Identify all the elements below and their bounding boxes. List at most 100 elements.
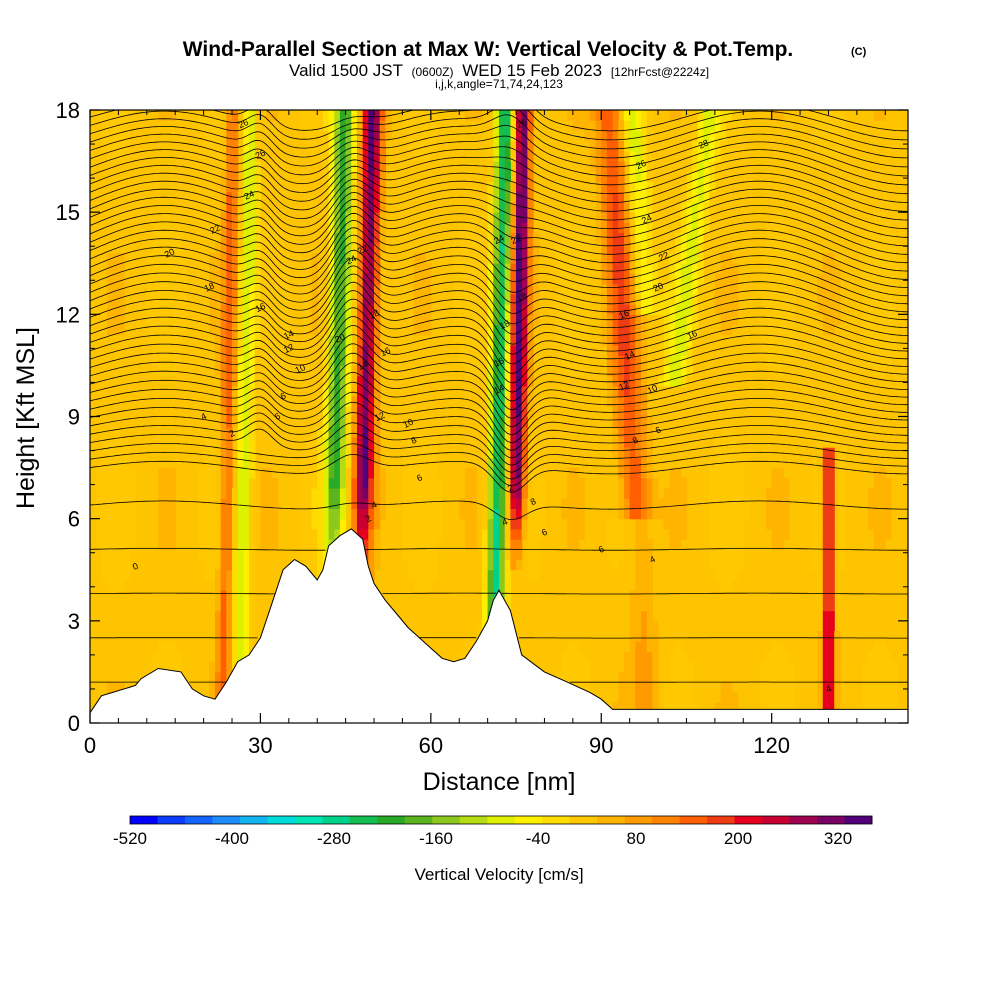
contour-label: 28	[697, 137, 710, 150]
velocity-cell	[680, 283, 688, 295]
colorbar	[129, 815, 873, 825]
velocity-cell	[203, 467, 210, 479]
velocity-cell	[606, 365, 614, 377]
velocity-cell	[606, 212, 614, 223]
velocity-cell	[459, 324, 466, 336]
velocity-cell	[499, 508, 506, 520]
y-tick-label: 15	[56, 200, 80, 225]
velocity-cell	[527, 385, 534, 397]
velocity-cell	[624, 232, 631, 244]
velocity-cell	[771, 477, 778, 489]
velocity-cell	[339, 345, 347, 356]
velocity-cell	[629, 355, 636, 366]
velocity-cell	[180, 273, 188, 285]
velocity-cell	[635, 498, 642, 509]
velocity-cell	[493, 355, 500, 366]
velocity-cell	[152, 273, 159, 285]
velocity-cell	[567, 304, 574, 315]
velocity-cell	[641, 201, 648, 213]
velocity-cell	[879, 365, 886, 377]
velocity-cell	[482, 477, 489, 489]
velocity-cell	[124, 447, 131, 458]
velocity-cell	[533, 508, 540, 520]
velocity-cell	[612, 110, 619, 121]
velocity-cell	[334, 242, 341, 254]
colorbar-swatch	[652, 816, 680, 824]
velocity-cell	[470, 334, 477, 346]
velocity-cell	[362, 201, 369, 213]
velocity-cell	[249, 355, 256, 366]
velocity-cell	[533, 273, 540, 285]
velocity-cell	[322, 436, 330, 448]
velocity-cell	[357, 365, 364, 377]
velocity-cell	[720, 150, 727, 162]
velocity-cell	[209, 661, 216, 673]
velocity-cell	[374, 140, 381, 152]
velocity-cell	[618, 396, 625, 407]
velocity-cell	[408, 120, 415, 131]
velocity-cell	[311, 569, 318, 581]
velocity-cell	[334, 365, 341, 377]
velocity-cell	[697, 110, 705, 121]
velocity-cell	[601, 120, 608, 131]
velocity-cell	[482, 580, 489, 591]
velocity-cell	[760, 273, 767, 285]
velocity-cell	[510, 447, 517, 458]
velocity-cell	[215, 324, 222, 336]
velocity-cell	[351, 120, 358, 131]
velocity-cell	[641, 682, 648, 693]
velocity-cell	[305, 436, 313, 448]
velocity-cell	[692, 263, 699, 274]
velocity-cell	[305, 518, 313, 530]
velocity-cell	[379, 212, 386, 223]
velocity-cell	[476, 314, 483, 326]
velocity-cell	[158, 283, 165, 295]
velocity-cell	[334, 345, 341, 356]
velocity-cell	[476, 110, 483, 121]
velocity-cell	[629, 416, 636, 428]
velocity-cell	[726, 447, 733, 458]
velocity-cell	[510, 110, 517, 121]
velocity-cell	[873, 528, 881, 540]
velocity-cell	[817, 702, 824, 714]
velocity-cell	[232, 355, 239, 366]
velocity-cell	[879, 651, 886, 663]
velocity-cell	[516, 396, 523, 407]
velocity-cell	[226, 477, 233, 489]
velocity-cell	[697, 222, 705, 234]
velocity-cell	[584, 324, 591, 336]
colorbar-swatch	[267, 816, 296, 824]
theta-contour-line	[90, 212, 908, 264]
velocity-cell	[419, 314, 426, 326]
velocity-cell	[237, 263, 244, 274]
velocity-cell	[578, 682, 585, 693]
velocity-cell	[362, 426, 369, 438]
velocity-cell	[516, 293, 523, 305]
velocity-cell	[788, 345, 795, 356]
velocity-cell	[203, 488, 210, 499]
velocity-cell	[862, 263, 869, 274]
velocity-cell	[334, 334, 341, 346]
velocity-cell	[118, 559, 125, 571]
velocity-cell	[237, 283, 244, 295]
velocity-cell	[107, 263, 114, 274]
velocity-cell	[482, 385, 489, 397]
velocity-cell	[334, 191, 341, 203]
velocity-cell	[215, 631, 222, 642]
velocity-cell	[379, 477, 386, 489]
velocity-cell	[425, 559, 432, 571]
velocity-cell	[646, 549, 653, 561]
velocity-cell	[220, 436, 227, 448]
velocity-cell	[311, 508, 318, 520]
velocity-cell	[499, 559, 506, 571]
velocity-cell	[243, 641, 250, 653]
velocity-cell	[879, 355, 886, 366]
velocity-cell	[572, 641, 580, 653]
velocity-cell	[828, 488, 835, 499]
velocity-cell	[175, 263, 182, 274]
velocity-cell	[766, 661, 773, 673]
velocity-cell	[249, 110, 256, 121]
velocity-cell	[345, 161, 352, 172]
velocity-cell	[675, 682, 682, 693]
velocity-cell	[232, 580, 239, 591]
